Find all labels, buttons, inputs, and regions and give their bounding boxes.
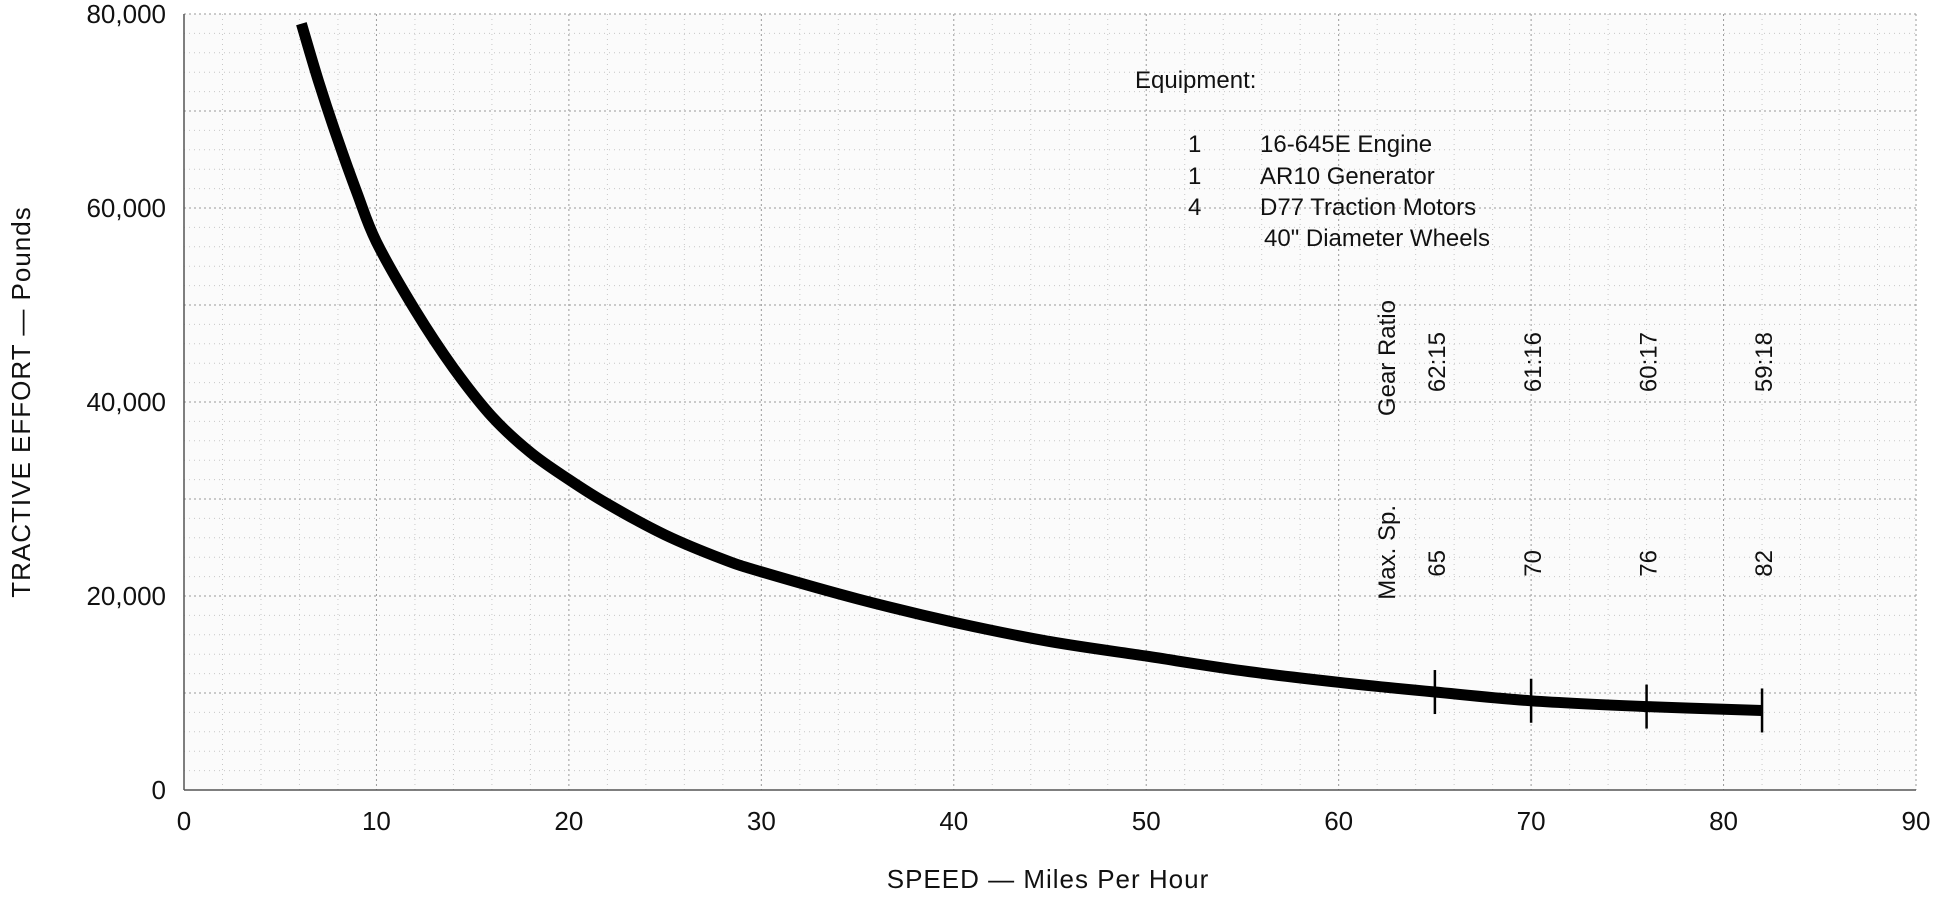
y-tick-label: 80,000 <box>86 0 166 29</box>
x-tick-label: 10 <box>362 806 391 836</box>
gear-ratio-label: 60:17 <box>1636 332 1663 392</box>
x-axis-ticks: 0 10 20 30 40 50 60 70 80 90 <box>177 806 1931 836</box>
equipment-heading: Equipment: <box>1135 67 1256 94</box>
x-axis-title: SPEED — Miles Per Hour <box>887 864 1210 894</box>
gear-markers: 62:15 65 61:16 70 60:17 76 59:18 82 <box>1424 332 1778 733</box>
x-tick-label: 90 <box>1902 806 1931 836</box>
x-tick-label: 70 <box>1517 806 1546 836</box>
y-tick-label: 40,000 <box>86 387 166 417</box>
equipment-qty: 1 <box>1188 163 1201 190</box>
gear-ratio-label: 59:18 <box>1751 332 1778 392</box>
gear-ratio-label: 62:15 <box>1424 332 1451 392</box>
y-tick-label: 0 <box>152 775 166 805</box>
max-speed-label: 76 <box>1636 550 1663 577</box>
grid <box>183 13 1917 791</box>
max-speed-heading: Max. Sp. <box>1374 505 1401 600</box>
y-axis-ticks: 0 20,000 40,000 60,000 80,000 <box>86 0 166 805</box>
x-tick-label: 80 <box>1709 806 1738 836</box>
y-tick-label: 60,000 <box>86 193 166 223</box>
gear-ratio-heading: Gear Ratio <box>1374 300 1401 416</box>
equipment-desc: 16-645E Engine <box>1260 131 1432 158</box>
gear-ratio-label: 61:16 <box>1520 332 1547 392</box>
y-tick-label: 20,000 <box>86 581 166 611</box>
max-speed-label: 82 <box>1751 550 1778 577</box>
x-tick-label: 50 <box>1132 806 1161 836</box>
equipment-qty: 1 <box>1188 131 1201 158</box>
equipment-desc: D77 Traction Motors <box>1260 194 1476 221</box>
max-speed-label: 70 <box>1520 550 1547 577</box>
tractive-effort-curve <box>296 22 1763 716</box>
x-tick-label: 60 <box>1324 806 1353 836</box>
max-speed-label: 65 <box>1424 550 1451 577</box>
x-tick-label: 40 <box>939 806 968 836</box>
y-axis-title: TRACTIVE EFFORT — Pounds <box>6 206 36 597</box>
x-tick-label: 20 <box>554 806 583 836</box>
equipment-qty: 4 <box>1188 194 1201 221</box>
equipment-legend: Equipment: 1 16-645E Engine 1 AR10 Gener… <box>1135 67 1490 252</box>
equipment-desc: AR10 Generator <box>1260 163 1435 190</box>
x-tick-label: 0 <box>177 806 191 836</box>
equipment-desc: 40" Diameter Wheels <box>1264 225 1490 252</box>
x-tick-label: 30 <box>747 806 776 836</box>
